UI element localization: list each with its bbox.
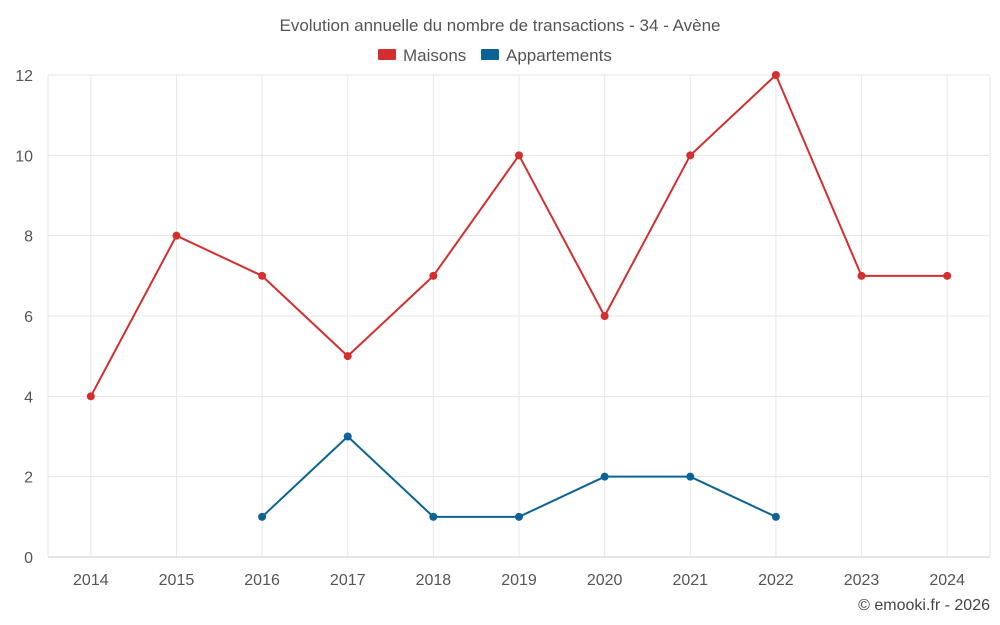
x-tick-label: 2019 (501, 572, 537, 589)
x-tick-label: 2017 (330, 572, 366, 589)
x-tick-label: 2021 (672, 572, 708, 589)
y-tick-label: 0 (24, 550, 33, 567)
data-point-appartements[interactable] (515, 512, 523, 521)
series-maisons (86, 71, 952, 401)
data-point-maisons[interactable] (258, 271, 267, 280)
legend-label-appartements: Appartements (506, 46, 612, 65)
data-point-maisons[interactable] (86, 392, 95, 401)
x-tick-label: 2018 (416, 572, 452, 589)
x-tick-label: 2015 (159, 572, 195, 589)
data-point-appartements[interactable] (600, 472, 609, 481)
x-tick-label: 2023 (844, 572, 880, 589)
legend-item-appartements[interactable]: Appartements (481, 46, 612, 65)
data-point-maisons[interactable] (600, 312, 609, 320)
x-tick-label: 2014 (73, 572, 109, 589)
y-tick-label: 10 (15, 148, 33, 165)
chart-title: Evolution annuelle du nombre de transact… (279, 16, 720, 35)
legend-swatch-maisons (378, 49, 396, 60)
data-point-maisons[interactable] (172, 231, 181, 240)
series (86, 71, 952, 521)
data-point-maisons[interactable] (343, 352, 352, 361)
y-tick-label: 12 (15, 68, 33, 85)
data-point-maisons[interactable] (857, 271, 866, 280)
data-point-appartements[interactable] (686, 472, 695, 481)
data-point-maisons[interactable] (515, 151, 523, 160)
x-tick-label: 2016 (244, 572, 280, 589)
series-appartements (258, 432, 780, 521)
y-tick-label: 4 (24, 389, 33, 406)
data-point-appartements[interactable] (343, 432, 352, 441)
axes: 0 2 4 6 8 10 12 2014 2015 2016 2017 2018 2019 2020 202… (15, 68, 990, 589)
data-point-appartements[interactable] (258, 512, 267, 521)
data-point-appartements[interactable] (771, 512, 780, 521)
x-tick-label: 2022 (758, 572, 794, 589)
data-point-maisons[interactable] (686, 151, 695, 160)
grid (47, 74, 991, 557)
y-tick-label: 6 (24, 309, 33, 326)
data-point-maisons[interactable] (429, 271, 438, 280)
data-point-appartements[interactable] (429, 512, 438, 521)
x-tick-label: 2020 (587, 572, 623, 589)
y-tick-label: 2 (24, 470, 33, 487)
data-point-maisons[interactable] (943, 271, 952, 280)
x-tick-label: 2024 (929, 572, 965, 589)
y-tick-label: 8 (24, 229, 33, 246)
data-point-maisons[interactable] (771, 71, 780, 79)
legend: Maisons Appartements (378, 46, 612, 65)
credit-text: © emooki.fr - 2026 (858, 597, 990, 614)
legend-label-maisons: Maisons (403, 46, 466, 65)
legend-swatch-appartements (481, 49, 499, 60)
legend-item-maisons[interactable]: Maisons (378, 46, 466, 65)
